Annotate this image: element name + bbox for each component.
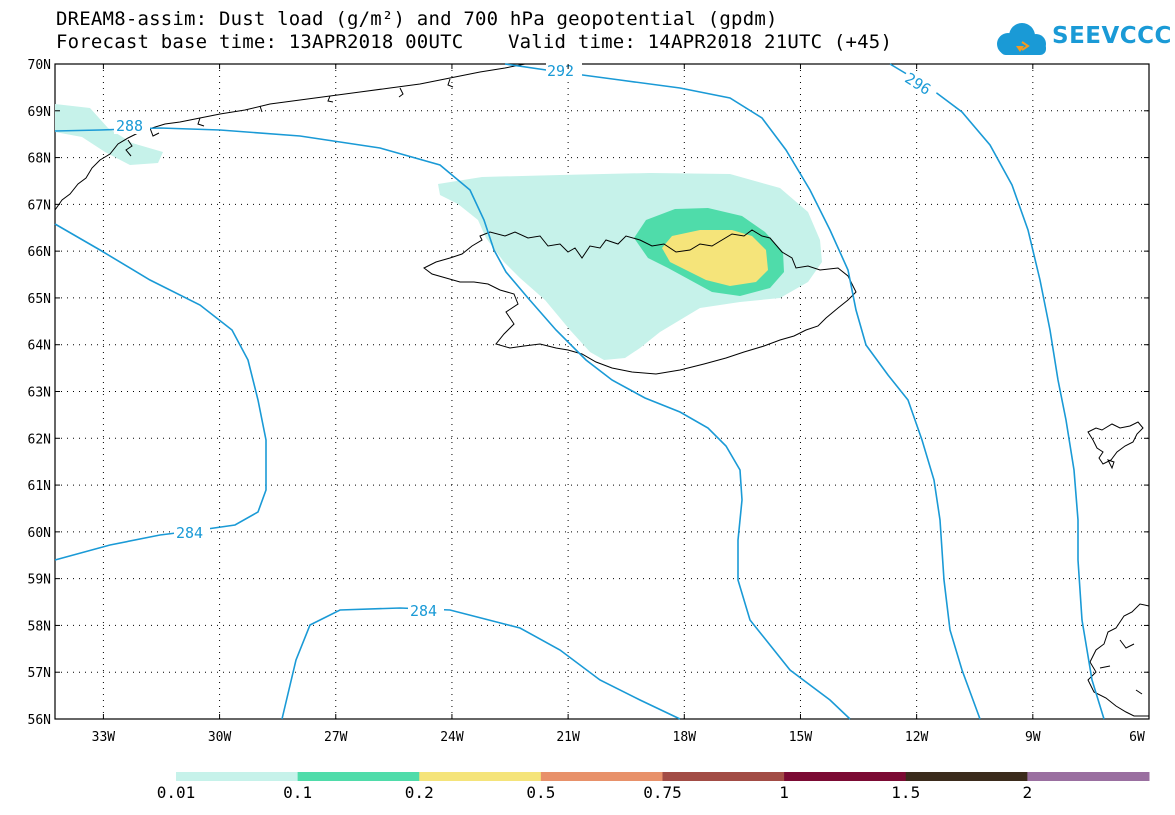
colorbar-label-0.1: 0.1 — [283, 783, 313, 802]
colorbar-segment-1 — [297, 772, 420, 781]
dust-shading — [55, 104, 822, 360]
colorbar-label-2: 2 — [1022, 783, 1033, 802]
dust-area-0.2 — [662, 230, 768, 286]
contour-label-288: 288 — [116, 117, 143, 135]
map-title: DREAM8-assim: Dust load (g/m²) and 700 h… — [56, 8, 778, 30]
contour-292 — [504, 63, 981, 720]
lat-label-56N: 56N — [28, 713, 51, 728]
contour-label-292: 292 — [547, 62, 574, 80]
coastline-faroe — [1087, 421, 1144, 470]
lat-label-63N: 63N — [28, 386, 51, 401]
coastline-greenland-fjords — [125, 78, 454, 157]
coastlines — [54, 63, 1150, 717]
lat-label-61N: 61N — [28, 479, 51, 494]
geopotential-contours — [54, 63, 1105, 720]
colorbar-segment-3 — [540, 772, 663, 781]
colorbar-segment-4 — [662, 772, 785, 781]
axis-ticks — [55, 63, 1150, 720]
lat-label-59N: 59N — [28, 573, 51, 588]
lat-label-66N: 66N — [28, 245, 51, 260]
colorbar-label-0.01: 0.01 — [156, 783, 196, 802]
contour-296 — [889, 63, 1105, 720]
forecast-base-time: Forecast base time: 13APR2018 00UTC — [56, 31, 464, 53]
lon-label-33W: 33W — [92, 730, 116, 745]
contour-label-284-south: 284 — [410, 602, 437, 620]
contour-label-284-west: 284 — [176, 524, 203, 542]
lat-label-67N: 67N — [28, 198, 51, 213]
lon-label-24W: 24W — [440, 730, 464, 745]
lat-label-58N: 58N — [28, 619, 51, 634]
coastline-greenland — [54, 63, 526, 211]
coastline-scotland — [1087, 603, 1150, 717]
lat-label-57N: 57N — [28, 666, 51, 681]
lat-label-68N: 68N — [28, 152, 51, 167]
lon-label-6W: 6W — [1129, 730, 1145, 745]
colorbar — [176, 772, 1150, 781]
lat-label-64N: 64N — [28, 339, 51, 354]
colorbar-label-1.5: 1.5 — [891, 783, 921, 802]
dust-area-0.01-greenland — [55, 104, 163, 165]
contour-284-south — [281, 607, 681, 720]
colorbar-segment-5 — [784, 772, 907, 781]
latitude-labels: 70N 69N 68N 67N 66N 65N 64N 63N 62N 61N 60N 59N 58N 5… — [28, 58, 51, 728]
colorbar-segment-6 — [905, 772, 1028, 781]
coastline-iceland — [423, 229, 857, 375]
lon-label-30W: 30W — [208, 730, 232, 745]
longitude-labels: 33W 30W 27W 24W 21W 18W 15W 12W 9W 6W — [92, 730, 1145, 745]
lat-label-62N: 62N — [28, 432, 51, 447]
colorbar-label-0.75: 0.75 — [643, 783, 682, 802]
cloud-logo-icon — [997, 23, 1046, 55]
logo-text: SEEVCCC — [1052, 23, 1172, 49]
lon-label-12W: 12W — [905, 730, 929, 745]
lon-label-27W: 27W — [324, 730, 348, 745]
contour-288 — [54, 127, 851, 720]
colorbar-segment-2 — [419, 772, 542, 781]
lat-label-70N: 70N — [28, 58, 51, 73]
colorbar-label-0.2: 0.2 — [404, 783, 434, 802]
colorbar-label-1: 1 — [779, 783, 789, 802]
lat-label-65N: 65N — [28, 292, 51, 307]
colorbar-label-0.5: 0.5 — [526, 783, 556, 802]
lat-label-69N: 69N — [28, 105, 51, 120]
colorbar-segment-0 — [176, 772, 299, 781]
colorbar-segment-7 — [1027, 772, 1150, 781]
lon-label-9W: 9W — [1025, 730, 1041, 745]
lat-label-60N: 60N — [28, 526, 51, 541]
lon-label-21W: 21W — [556, 730, 580, 745]
valid-time: Valid time: 14APR2018 21UTC (+45) — [508, 31, 893, 53]
lon-label-15W: 15W — [789, 730, 813, 745]
lon-label-18W: 18W — [673, 730, 697, 745]
contour-284-west — [54, 223, 267, 561]
